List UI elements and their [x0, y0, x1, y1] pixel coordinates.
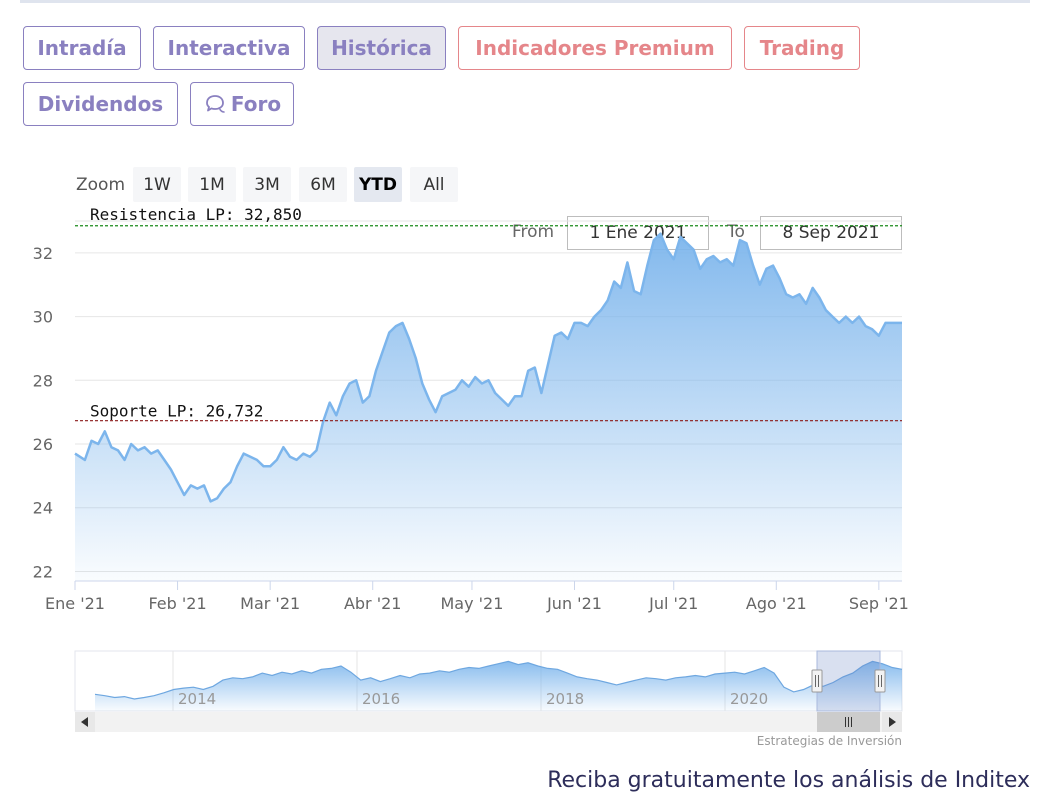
annotation-label: Resistencia LP: 32,850	[90, 205, 302, 224]
top-divider	[20, 0, 1030, 3]
tab-label: Dividendos	[37, 92, 164, 116]
x-tick-label: Feb '21	[148, 594, 206, 613]
x-tick-label: May '21	[440, 594, 503, 613]
tab-label: Indicadores Premium	[475, 36, 715, 60]
navigator-selection[interactable]	[816, 650, 881, 712]
y-tick-label: 28	[33, 371, 53, 390]
y-tick-label: 26	[33, 435, 53, 454]
tab-label: Foro	[230, 92, 282, 116]
chat-bubble-icon	[205, 95, 225, 113]
zoom-all-button[interactable]: All	[410, 167, 458, 202]
x-tick-label: Ago '21	[746, 594, 807, 613]
tab-dividendos[interactable]: Dividendos	[23, 82, 178, 126]
zoom-ytd-button[interactable]: YTD	[354, 167, 402, 202]
navigator-left-handle[interactable]	[811, 669, 823, 693]
zoom-label: Zoom	[76, 175, 126, 195]
annotation-label: Soporte LP: 26,732	[90, 402, 263, 421]
zoom-1w-button[interactable]: 1W	[133, 167, 181, 202]
y-tick-label: 32	[33, 244, 53, 263]
price-line	[74, 232, 902, 503]
x-tick-label: Abr '21	[344, 594, 402, 613]
tab-indicadores-premium[interactable]: Indicadores Premium	[458, 26, 732, 70]
scroll-right-arrow-icon	[889, 717, 896, 727]
navigator-scrollbar[interactable]	[75, 712, 902, 732]
tab-intradia[interactable]: Intradía	[23, 26, 141, 70]
zoom-1m-button[interactable]: 1M	[188, 167, 236, 202]
x-tick-label: Mar '21	[240, 594, 300, 613]
x-tick-label: Jul '21	[648, 594, 698, 613]
tab-label: Trading	[759, 36, 845, 60]
navigator-year-label: 2016	[362, 690, 400, 708]
tab-label: Intradía	[37, 36, 127, 60]
zoom-3m-button[interactable]: 3M	[243, 167, 291, 202]
tab-interactiva[interactable]: Interactiva	[153, 26, 305, 70]
tab-label: Interactiva	[167, 36, 291, 60]
y-tick-label: 24	[33, 499, 53, 518]
tab-label: Histórica	[331, 36, 432, 60]
x-tick-label: Jun '21	[546, 594, 602, 613]
y-tick-label: 30	[33, 308, 53, 327]
zoom-6m-button[interactable]: 6M	[299, 167, 347, 202]
scroll-left-arrow-icon	[81, 717, 88, 727]
navigator-right-handle[interactable]	[874, 669, 886, 693]
navigator[interactable]: 2014 2016 2018 2020	[74, 650, 903, 712]
tab-trading[interactable]: Trading	[744, 26, 860, 70]
chart-credit[interactable]: Estrategias de Inversión	[756, 734, 902, 748]
navigator-year-label: 2020	[730, 690, 768, 708]
tab-historica[interactable]: Histórica	[317, 26, 446, 70]
price-area	[75, 233, 902, 581]
analysis-cta-link[interactable]: Reciba gratuitamente los análisis de Ind…	[547, 768, 1030, 793]
x-tick-label: Sep '21	[849, 594, 909, 613]
tab-foro[interactable]: Foro	[190, 82, 294, 126]
from-label: From	[512, 222, 555, 242]
to-label: To	[727, 222, 745, 242]
navigator-year-label: 2018	[546, 690, 584, 708]
y-tick-label: 22	[33, 562, 53, 581]
x-tick-label: Ene '21	[45, 594, 105, 613]
to-date-input[interactable]: 8 Sep 2021	[760, 216, 902, 250]
navigator-year-label: 2014	[178, 690, 216, 708]
